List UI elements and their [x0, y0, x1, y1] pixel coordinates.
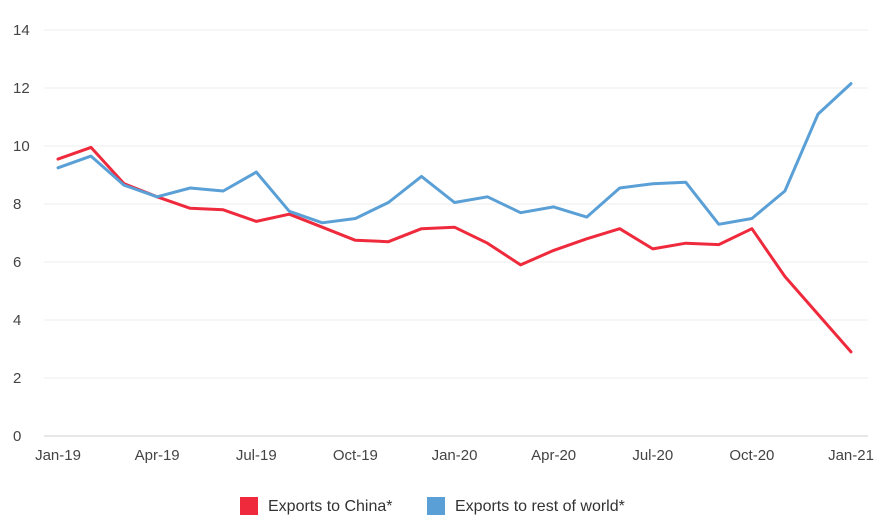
legend: Exports to China* Exports to rest of worl…: [240, 497, 625, 515]
series-line-exports-to-rest-of-world: [56, 82, 853, 226]
legend-swatch: [427, 497, 445, 515]
y-tick-label: 2: [13, 370, 21, 387]
legend-label: Exports to China*: [268, 498, 393, 515]
y-tick-label: 14: [13, 22, 30, 39]
y-tick-label: 12: [13, 80, 30, 97]
x-tick-label: Jan-21: [828, 447, 874, 464]
legend-swatch: [240, 497, 258, 515]
x-tick-label: Oct-19: [333, 447, 378, 464]
x-tick-label: Oct-20: [729, 447, 774, 464]
x-tick-label: Apr-19: [135, 447, 180, 464]
y-tick-label: 8: [13, 196, 21, 213]
y-tick-label: 6: [13, 254, 21, 271]
series-line-exports-to-china: [56, 145, 853, 354]
x-tick-label: Jan-19: [35, 447, 81, 464]
x-tick-label: Jan-20: [432, 447, 478, 464]
y-tick-label: 0: [13, 428, 21, 445]
y-tick-label: 10: [13, 138, 30, 155]
x-tick-label: Jul-19: [236, 447, 277, 464]
x-axis-ticks: Jan-19 Apr-19 Jul-19 Oct-19 Jan-20 Apr-20 Jul-…: [35, 447, 874, 464]
y-tick-label: 4: [13, 312, 21, 329]
legend-label: Exports to rest of world*: [455, 498, 625, 515]
x-tick-label: Jul-20: [632, 447, 673, 464]
x-tick-label: Apr-20: [531, 447, 576, 464]
series-lines: [56, 82, 853, 354]
y-axis-ticks: 0 2 4 6 8 10 12 14: [13, 22, 30, 445]
